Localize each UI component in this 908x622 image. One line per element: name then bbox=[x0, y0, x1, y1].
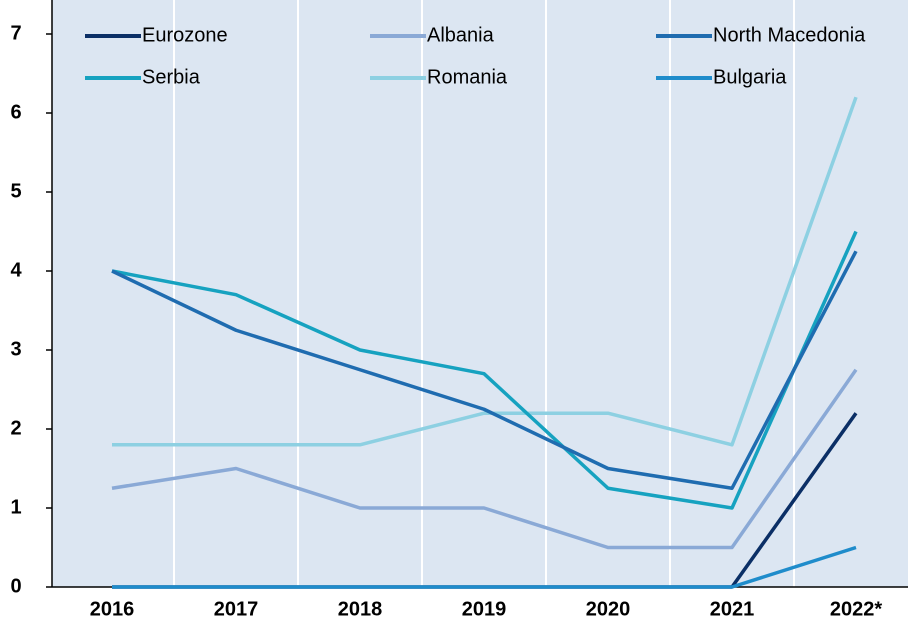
series-line bbox=[112, 545, 857, 589]
x-tick-label: 2017 bbox=[214, 598, 259, 620]
x-tick-label: 2020 bbox=[586, 598, 631, 620]
plot-area bbox=[52, 0, 908, 587]
y-tick-label: 1 bbox=[10, 496, 21, 518]
series-line bbox=[111, 368, 858, 550]
series-line bbox=[112, 96, 858, 447]
x-tick-label: 2016 bbox=[90, 598, 135, 620]
y-tick-label: 4 bbox=[10, 259, 22, 281]
series-line bbox=[111, 230, 858, 510]
y-tick-label: 6 bbox=[10, 101, 21, 123]
y-tick-label: 7 bbox=[10, 22, 21, 44]
y-tick-label: 0 bbox=[10, 575, 21, 597]
legend-label: Albania bbox=[427, 24, 495, 46]
y-tick-label: 2 bbox=[10, 417, 21, 439]
legend-label: Eurozone bbox=[142, 24, 228, 46]
x-tick-label: 2018 bbox=[338, 598, 383, 620]
y-tick-label: 5 bbox=[10, 180, 21, 202]
legend-label: North Macedonia bbox=[713, 24, 866, 46]
legend-label: Serbia bbox=[142, 66, 201, 88]
x-tick-label: 2021 bbox=[710, 598, 755, 620]
series-line bbox=[111, 250, 858, 490]
x-tick-label: 2022* bbox=[830, 598, 882, 620]
legend-label: Romania bbox=[427, 66, 508, 88]
x-tick-label: 2019 bbox=[462, 598, 507, 620]
legend-label: Bulgaria bbox=[713, 66, 787, 88]
y-tick-label: 3 bbox=[10, 338, 21, 360]
